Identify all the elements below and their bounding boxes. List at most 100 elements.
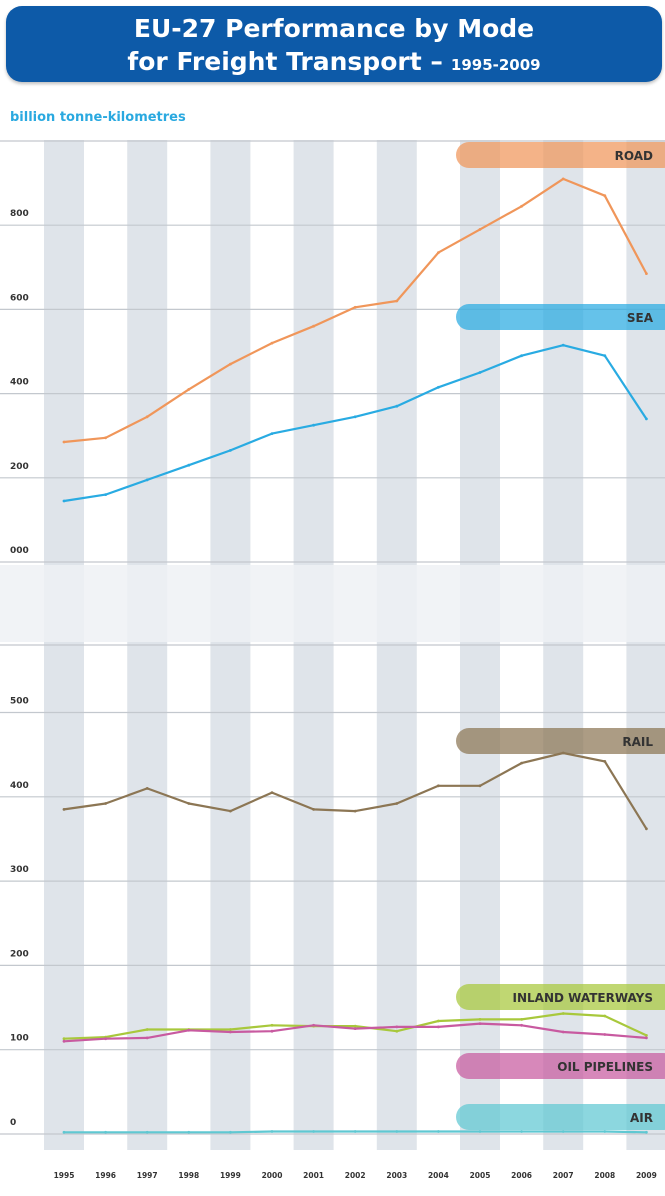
oil-pipelines-point-1995 xyxy=(62,1039,66,1043)
x-tick-label-2009: 2009 xyxy=(636,1171,657,1180)
road-point-2007 xyxy=(561,177,565,181)
air-point-1995 xyxy=(62,1130,66,1134)
y-tick-label-upper-1400: 400 xyxy=(10,378,29,388)
rail-point-2001 xyxy=(312,808,315,811)
y-tick-label-upper-1800: 800 xyxy=(10,209,29,219)
oil-pipelines-point-2005 xyxy=(478,1022,482,1025)
air-point-1998 xyxy=(187,1130,191,1134)
oil-pipelines-point-2006 xyxy=(520,1023,523,1027)
sea-point-2004 xyxy=(437,385,440,389)
road-point-1997 xyxy=(145,415,149,419)
road-point-1996 xyxy=(104,436,107,440)
x-tick-label-2002: 2002 xyxy=(345,1171,366,1180)
inland-waterways-point-2002 xyxy=(353,1024,357,1028)
air-legend-label: AIR xyxy=(630,1111,653,1125)
chart-title-line1: EU-27 Performance by Mode xyxy=(133,14,535,43)
oil-pipelines-point-2002 xyxy=(353,1027,357,1030)
rail-point-1998 xyxy=(187,802,191,805)
y-tick-label-lower-0: 0 xyxy=(10,1118,16,1128)
air-point-2005 xyxy=(478,1130,482,1133)
inland-waterways-point-2005 xyxy=(478,1018,482,1021)
road-point-1999 xyxy=(229,362,232,366)
road-point-1998 xyxy=(187,388,191,391)
sea-point-1995 xyxy=(62,499,66,503)
oil-pipelines-point-2003 xyxy=(395,1025,399,1029)
axis-break-band xyxy=(0,565,665,642)
inland-waterways-point-2003 xyxy=(395,1029,399,1033)
y-tick-label-lower-400: 400 xyxy=(10,781,29,791)
road-point-2006 xyxy=(520,204,523,208)
y-tick-label-lower-300: 300 xyxy=(10,865,29,875)
inland-waterways-point-1995 xyxy=(62,1037,66,1041)
sea-point-2006 xyxy=(520,354,523,358)
rail-point-2003 xyxy=(395,802,399,805)
rail-point-2007 xyxy=(561,751,565,755)
air-point-2002 xyxy=(353,1130,357,1133)
x-tick-label-1998: 1998 xyxy=(178,1171,199,1180)
oil-pipelines-point-1996 xyxy=(104,1037,107,1041)
sea-legend-label: SEA xyxy=(627,311,654,325)
road-legend-pill xyxy=(456,142,665,168)
sea-point-2008 xyxy=(603,354,607,358)
rail-point-1995 xyxy=(62,808,66,811)
air-point-2006 xyxy=(520,1130,523,1133)
x-tick-label-2003: 2003 xyxy=(386,1171,407,1180)
title-years: 1995-2009 xyxy=(450,56,541,74)
air-point-1996 xyxy=(104,1130,107,1134)
air-point-1997 xyxy=(145,1130,149,1134)
sea-point-1999 xyxy=(229,449,232,452)
road-legend-label: ROAD xyxy=(615,149,653,163)
y-tick-label-upper-1600: 600 xyxy=(10,293,29,303)
sea-point-1997 xyxy=(145,478,149,482)
oil-pipelines-point-1997 xyxy=(145,1036,149,1040)
sea-point-2007 xyxy=(561,343,565,347)
oil-pipelines-point-2004 xyxy=(437,1025,440,1029)
rail-legend-label: RAIL xyxy=(622,735,653,749)
inland-waterways-point-2004 xyxy=(437,1019,440,1023)
x-tick-label-1996: 1996 xyxy=(95,1171,116,1180)
rail-point-1996 xyxy=(104,802,107,805)
road-point-2005 xyxy=(478,228,482,231)
road-point-2004 xyxy=(437,251,440,255)
rail-point-2008 xyxy=(603,760,607,763)
title-dash: – xyxy=(430,47,443,76)
air-point-2007 xyxy=(561,1130,565,1133)
sea-point-2009 xyxy=(645,417,648,421)
road-point-2001 xyxy=(312,324,315,328)
air-point-2001 xyxy=(312,1130,315,1133)
y-tick-label-upper-1200: 200 xyxy=(10,462,29,472)
oil-pipelines-point-1999 xyxy=(229,1030,232,1034)
x-tick-label-2000: 2000 xyxy=(262,1171,283,1180)
inland-waterways-point-2000 xyxy=(270,1023,274,1027)
rail-point-2000 xyxy=(270,791,274,794)
oil-pipelines-legend-pill xyxy=(456,1053,665,1079)
sea-point-2003 xyxy=(395,404,399,408)
rail-point-2005 xyxy=(478,784,482,788)
sea-point-2005 xyxy=(478,371,482,374)
x-tick-label-2001: 2001 xyxy=(303,1171,324,1180)
sea-legend-pill xyxy=(456,304,665,330)
x-tick-label-2007: 2007 xyxy=(553,1171,574,1180)
road-point-2009 xyxy=(645,272,648,275)
oil-pipelines-point-2000 xyxy=(270,1029,274,1033)
inland-waterways-point-1999 xyxy=(229,1028,232,1031)
sea-point-2001 xyxy=(312,423,315,427)
air-point-2009 xyxy=(645,1130,648,1134)
oil-pipelines-point-2001 xyxy=(312,1023,315,1027)
road-point-1995 xyxy=(62,440,66,444)
inland-waterways-legend-pill xyxy=(456,984,665,1010)
air-point-1999 xyxy=(229,1130,232,1134)
x-tick-label-2004: 2004 xyxy=(428,1171,449,1180)
x-tick-label-2006: 2006 xyxy=(511,1171,532,1180)
air-point-2003 xyxy=(395,1130,399,1133)
chart-title-line2-text: for Freight Transport xyxy=(127,47,422,76)
y-tick-label-lower-200: 200 xyxy=(10,949,29,959)
road-point-2008 xyxy=(603,194,607,198)
rail-point-2002 xyxy=(353,809,357,813)
sea-point-1998 xyxy=(187,463,191,467)
x-tick-label-1995: 1995 xyxy=(54,1171,75,1180)
oil-pipelines-point-2007 xyxy=(561,1030,565,1034)
oil-pipelines-legend-label: OIL PIPELINES xyxy=(557,1060,653,1074)
inland-waterways-legend-label: INLAND WATERWAYS xyxy=(513,991,653,1005)
